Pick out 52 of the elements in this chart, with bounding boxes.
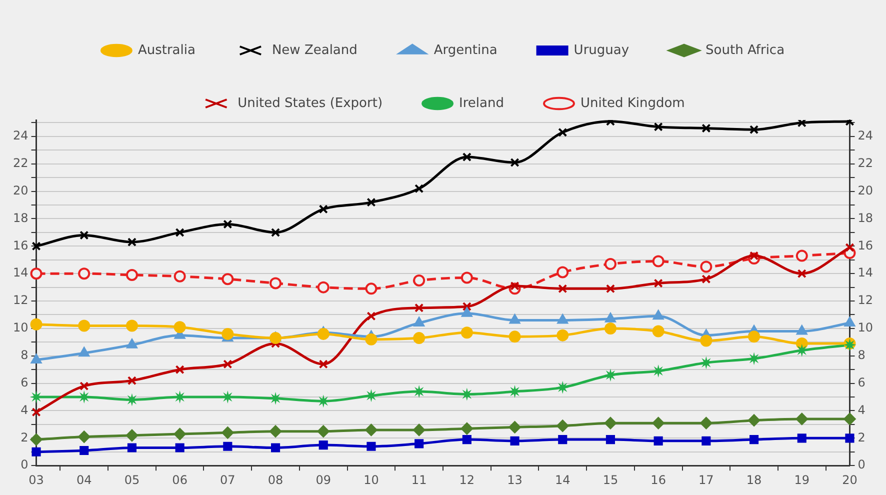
legend-label: Argentina xyxy=(434,42,498,58)
legend-label: United States (Export) xyxy=(238,96,383,111)
x-tick-label: 03 xyxy=(28,472,44,487)
y-tick-label: 4 xyxy=(20,402,28,417)
y-tick-label: 6 xyxy=(20,375,28,390)
x-tick-label: 13 xyxy=(507,472,522,487)
legend-label: South Africa xyxy=(706,42,785,58)
y2-tick-label: 18 xyxy=(858,210,874,225)
x-tick-label: 05 xyxy=(124,472,140,487)
x-tick-label: 07 xyxy=(220,472,236,487)
legend-label: United Kingdom xyxy=(580,96,685,111)
y-tick-label: 18 xyxy=(12,210,28,225)
y-tick-label: 22 xyxy=(12,156,28,170)
x-tick-label: 16 xyxy=(650,472,666,487)
y2-tick-label: 24 xyxy=(858,128,874,143)
x-tick-label: 17 xyxy=(698,472,714,487)
y2-tick-label: 12 xyxy=(858,293,874,308)
y-tick-label: 20 xyxy=(12,183,28,198)
x-tick-label: 09 xyxy=(316,472,332,487)
y2-tick-label: 6 xyxy=(858,375,866,390)
x-tick-label: 08 xyxy=(268,472,284,487)
legend-label: Australia xyxy=(138,42,196,58)
x-tick-label: 18 xyxy=(746,472,762,487)
y-tick-label: 10 xyxy=(12,320,28,335)
legend-label: Uruguay xyxy=(574,42,630,58)
x-tick-label: 20 xyxy=(842,472,858,487)
x-tick-label: 06 xyxy=(172,472,188,487)
legend-label: Ireland xyxy=(459,96,504,111)
legend-label: New Zealand xyxy=(272,42,358,58)
x-tick-label: 19 xyxy=(794,472,810,487)
y2-tick-label: 4 xyxy=(858,402,866,417)
y-tick-label: 12 xyxy=(12,293,28,308)
y-tick-label: 16 xyxy=(12,238,28,252)
y2-tick-label: 14 xyxy=(858,266,874,280)
y-tick-label: 0 xyxy=(20,458,28,472)
y2-tick-label: 8 xyxy=(858,348,866,362)
y2-tick-label: 2 xyxy=(858,430,866,444)
y-tick-label: 14 xyxy=(12,266,28,280)
x-tick-label: 11 xyxy=(411,472,427,487)
x-tick-label: 14 xyxy=(554,472,570,487)
y-tick-label: 2 xyxy=(20,430,28,444)
y2-tick-label: 10 xyxy=(858,320,874,335)
y2-tick-label: 0 xyxy=(858,458,866,472)
x-tick-label: 12 xyxy=(459,472,475,487)
x-tick-label: 10 xyxy=(364,472,379,487)
y2-tick-label: 20 xyxy=(858,183,874,198)
y-tick-label: 24 xyxy=(12,128,28,143)
x-tick-label: 04 xyxy=(76,472,92,487)
y2-tick-label: 16 xyxy=(858,238,874,252)
y-tick-label: 8 xyxy=(20,348,28,362)
x-tick-label: 15 xyxy=(602,472,618,487)
y2-tick-label: 22 xyxy=(858,156,874,170)
